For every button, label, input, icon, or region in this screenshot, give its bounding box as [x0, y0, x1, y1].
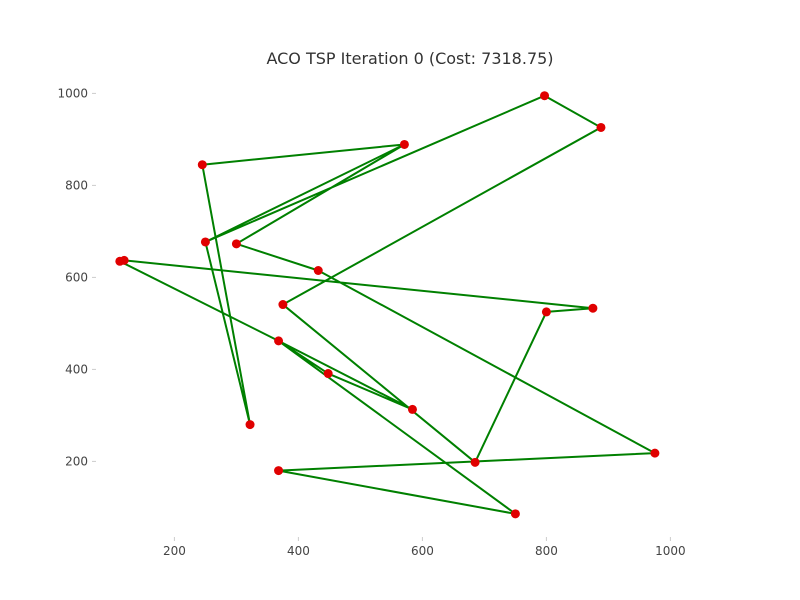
city-point — [541, 307, 551, 317]
city-point — [407, 404, 417, 414]
y-tick-label: 1000 — [57, 86, 88, 100]
x-tick-label: 600 — [411, 544, 434, 558]
chart-title: ACO TSP Iteration 0 (Cost: 7318.75) — [266, 49, 553, 68]
city-point — [231, 239, 241, 249]
x-tick-label: 400 — [287, 544, 310, 558]
city-point — [323, 369, 333, 379]
route-lines — [119, 94, 656, 515]
city-point — [313, 266, 323, 275]
x-tick-label: 1000 — [655, 544, 686, 558]
axis-ticks: 200 400 600 800 1000 200 400 600 800 1000 — [57, 86, 685, 558]
city-point — [399, 139, 409, 149]
city-point — [588, 303, 598, 313]
city-point — [200, 237, 210, 247]
city-point — [197, 160, 207, 170]
x-tick-label: 800 — [535, 544, 558, 558]
city-point — [596, 122, 606, 132]
city-point — [119, 255, 129, 265]
city-point — [540, 91, 550, 101]
city-point — [510, 509, 520, 519]
city-point — [470, 457, 480, 467]
y-tick-label: 600 — [65, 270, 88, 284]
x-tick-label: 200 — [163, 544, 186, 558]
y-tick-label: 800 — [65, 178, 88, 192]
city-point — [278, 300, 288, 310]
y-tick-label: 200 — [65, 454, 88, 468]
y-tick-label: 400 — [65, 362, 88, 376]
city-point — [274, 466, 284, 476]
city-point — [650, 448, 660, 458]
city-point — [274, 336, 284, 346]
route-line — [201, 143, 406, 426]
route-line — [119, 94, 656, 515]
city-points — [115, 91, 660, 519]
city-point — [245, 420, 255, 430]
